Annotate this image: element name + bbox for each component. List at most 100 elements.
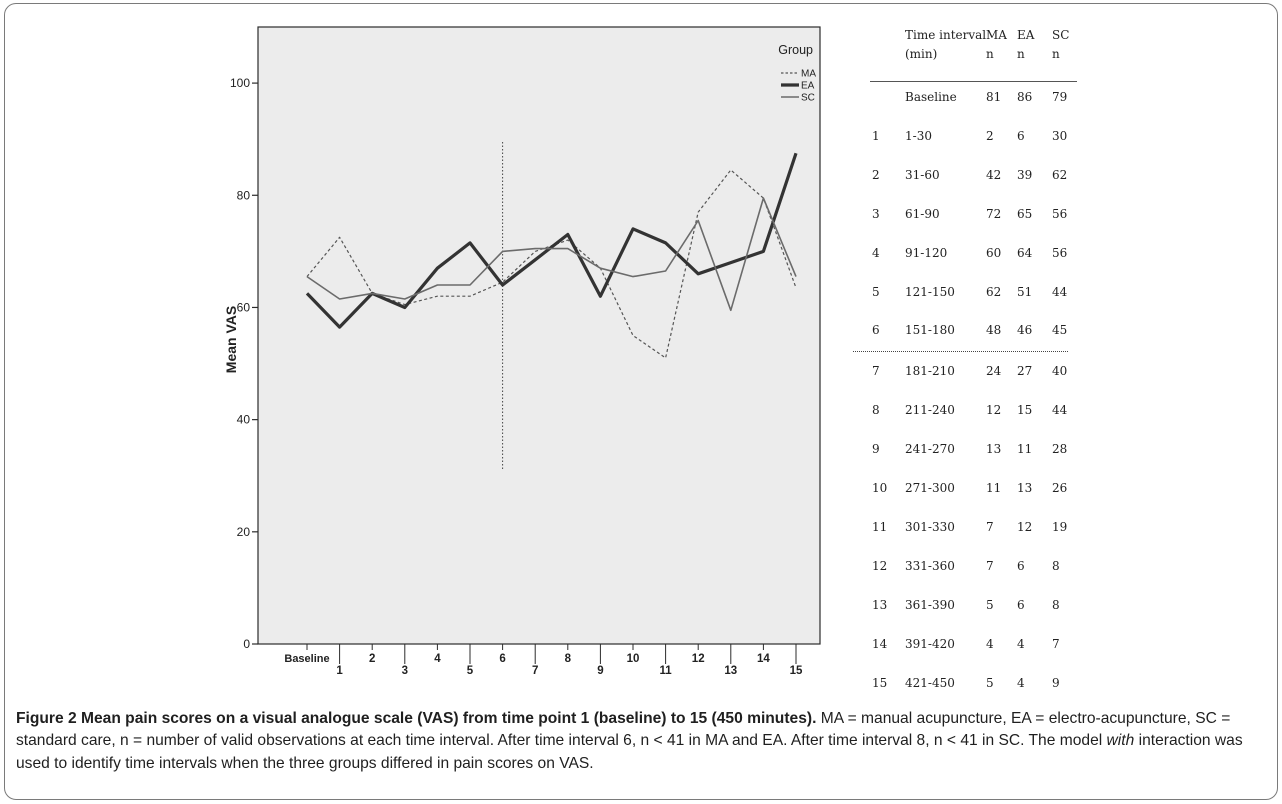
x-tick-label: 9 xyxy=(597,665,603,677)
series-line-sc xyxy=(306,197,797,312)
table-cell-ea: 4 xyxy=(1017,636,1025,651)
table-row-index: 7 xyxy=(872,364,880,379)
table-header-sub: n xyxy=(1052,47,1060,61)
table-cell-sc: 8 xyxy=(1052,597,1060,612)
caption-text-1: MA = manual acupuncture, EA = electro-ac… xyxy=(16,710,1231,750)
table-cell-ma: 81 xyxy=(986,90,1002,104)
table-row-index: 5 xyxy=(872,284,880,299)
legend-label-ma: MA xyxy=(801,69,816,80)
legend-title: Group xyxy=(778,43,813,57)
table-cell-ea: 46 xyxy=(1017,323,1033,338)
table-row-index: 4 xyxy=(872,245,880,260)
table-row-interval: 361-390 xyxy=(905,597,955,612)
table-cell-sc: 7 xyxy=(1052,636,1060,651)
series-line-ea xyxy=(305,152,798,329)
x-tick-label: 7 xyxy=(532,665,538,677)
x-tick-label: 8 xyxy=(565,653,572,665)
table-cell-sc: 44 xyxy=(1052,403,1068,418)
table-cell-ea: 39 xyxy=(1017,167,1033,182)
table-cell-sc: 44 xyxy=(1052,284,1068,299)
x-tick-label: 6 xyxy=(499,653,505,665)
table-header-sub: (min) xyxy=(905,47,938,61)
table-row-interval: 1-30 xyxy=(905,128,932,143)
y-tick-label: 80 xyxy=(237,188,251,202)
table-row-index: 10 xyxy=(872,481,888,495)
table-cell-ea: 86 xyxy=(1017,90,1033,104)
table-row-interval: 391-420 xyxy=(905,636,955,651)
table-cell-ma: 60 xyxy=(986,245,1002,260)
table-cell-ma: 5 xyxy=(986,675,994,690)
table-cell-ea: 15 xyxy=(1017,403,1033,418)
x-tick-label: 2 xyxy=(369,653,375,665)
caption-text-2: interaction was used to identify time in… xyxy=(16,732,1243,772)
table-row-interval: 331-360 xyxy=(905,558,955,573)
observations-table: Time interval (min) MA n EA n SC n Baseline 81 86 7… xyxy=(845,14,1282,694)
table-cell-ea: 64 xyxy=(1017,245,1033,260)
table-row-interval: 421-450 xyxy=(905,675,955,690)
table-cell-sc: 45 xyxy=(1052,323,1068,338)
table-cell-sc: 56 xyxy=(1052,206,1068,221)
table-row-index: 3 xyxy=(872,206,880,221)
table-row-interval: Baseline xyxy=(905,90,957,104)
table-cell-sc: 26 xyxy=(1052,481,1068,495)
table-cell-ma: 4 xyxy=(986,636,994,651)
x-tick-label: 1 xyxy=(336,665,343,677)
table-cell-ma: 62 xyxy=(986,284,1002,299)
y-tick-label: 100 xyxy=(230,76,250,90)
table-cell-ma: 12 xyxy=(986,403,1002,418)
table-cell-ma: 7 xyxy=(986,519,994,534)
y-tick-label: 0 xyxy=(243,637,250,651)
x-tick-label: 12 xyxy=(692,653,705,665)
table-row-interval: 181-210 xyxy=(905,364,955,379)
table-header-sub: n xyxy=(986,47,994,61)
table-cell-ea: 6 xyxy=(1017,128,1025,143)
table-cell-ma: 42 xyxy=(986,167,1002,182)
table-cell-ma: 5 xyxy=(986,597,994,612)
table-cell-sc: 40 xyxy=(1052,364,1068,379)
x-tick-label: 13 xyxy=(724,665,737,677)
table-row-index: 14 xyxy=(872,636,888,651)
y-tick-label: 40 xyxy=(237,413,251,427)
table-header: EA xyxy=(1017,28,1035,42)
caption-title: Figure 2 Mean pain scores on a visual an… xyxy=(16,710,817,727)
table-row-interval: 151-180 xyxy=(905,323,955,338)
caption-italic: with xyxy=(1106,732,1135,750)
table-row-index: 8 xyxy=(872,403,880,418)
y-tick-label: 20 xyxy=(237,525,251,539)
table-cell-ea: 12 xyxy=(1017,519,1033,534)
table-cell-ea: 4 xyxy=(1017,675,1025,690)
table-cell-ea: 6 xyxy=(1017,558,1025,573)
table-row-index: 6 xyxy=(872,323,880,338)
table-row-index: 13 xyxy=(872,597,888,612)
table-cell-ma: 7 xyxy=(986,558,994,573)
figure-frame xyxy=(4,3,1278,800)
table-row-interval: 301-330 xyxy=(905,519,955,534)
table-cell-ma: 13 xyxy=(986,442,1002,457)
x-tick-label: 14 xyxy=(757,653,770,665)
plot-area xyxy=(257,26,821,645)
legend-label-sc: SC xyxy=(801,93,815,104)
x-tick-label: 4 xyxy=(434,653,441,665)
y-tick-label: 60 xyxy=(237,300,251,314)
table-row-index: 12 xyxy=(872,558,888,573)
table-cell-ea: 13 xyxy=(1017,481,1033,495)
table-row-interval: 211-240 xyxy=(905,403,955,418)
table-cell-ma: 11 xyxy=(986,481,1002,495)
table-header-sub: n xyxy=(1017,47,1025,61)
table-cell-ma: 48 xyxy=(986,323,1002,338)
x-tick-label: 5 xyxy=(467,665,474,677)
x-tick-label: 11 xyxy=(660,665,673,677)
table-cell-ma: 72 xyxy=(986,206,1002,221)
table-header: SC xyxy=(1052,28,1070,42)
table-cell-ea: 51 xyxy=(1017,284,1033,299)
table-cell-ma: 24 xyxy=(986,364,1002,379)
table-cell-ea: 6 xyxy=(1017,597,1025,612)
table-row-interval: 61-90 xyxy=(905,206,940,221)
table-header: MA xyxy=(986,28,1007,42)
table-cell-sc: 19 xyxy=(1052,519,1068,534)
y-axis-label: Mean VAS xyxy=(223,306,239,373)
table-cell-ea: 11 xyxy=(1017,442,1033,457)
table-row-interval: 31-60 xyxy=(905,167,940,182)
table-row-index: 9 xyxy=(872,442,880,457)
